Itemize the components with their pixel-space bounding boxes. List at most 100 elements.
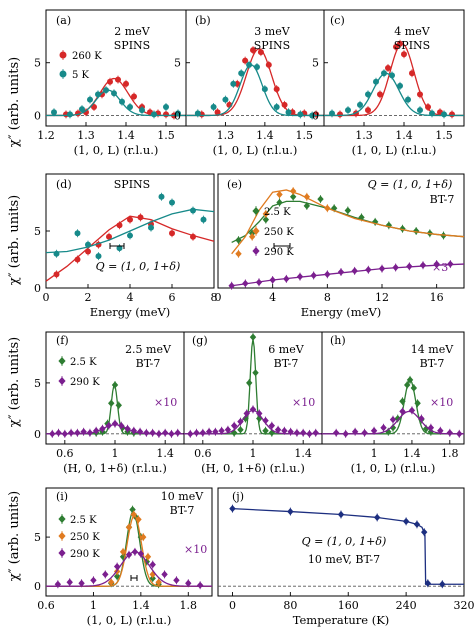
- data-point: [257, 49, 264, 56]
- annotation: 14 meV: [411, 343, 454, 356]
- data-point: [446, 429, 453, 437]
- data-point: [230, 80, 237, 87]
- legend-marker: [252, 247, 260, 255]
- data-point: [249, 405, 257, 413]
- fit-curve: [232, 507, 464, 585]
- data-point: [392, 263, 399, 272]
- data-point: [397, 40, 403, 47]
- data-point: [115, 76, 121, 83]
- data-point: [281, 101, 288, 108]
- x-tick-label: 1.4: [156, 447, 174, 460]
- fit-curve: [45, 77, 187, 117]
- data-point: [212, 428, 219, 436]
- data-point: [424, 579, 432, 587]
- annotation: SPINS: [254, 39, 290, 52]
- data-point: [333, 429, 340, 437]
- data-point: [210, 104, 217, 111]
- annotation: SPINS: [114, 178, 150, 191]
- data-point: [285, 109, 292, 116]
- x-axis-label: (1, 0, L) (r.l.u.): [351, 461, 436, 475]
- data-point: [196, 581, 204, 589]
- plot-frame: [323, 9, 465, 127]
- x-tick-label: 1.8: [441, 447, 459, 460]
- data-point: [136, 428, 144, 436]
- data-point: [95, 91, 101, 98]
- data-point: [309, 112, 316, 119]
- panel-f: 0.6 1 1.4 0 5 (H, 0, 1+δ) (r.l.u.): [34, 331, 185, 475]
- data-point: [265, 61, 272, 68]
- legend-marker: [58, 357, 66, 365]
- data-point: [194, 110, 201, 117]
- data-point: [317, 195, 324, 203]
- data-point: [405, 96, 411, 103]
- legend-marker: [252, 227, 260, 235]
- legend-marker: [58, 549, 66, 557]
- data-point: [261, 86, 268, 93]
- x-axis-label: (1, 0, L) (r.l.u.): [213, 143, 298, 157]
- data-point: [214, 109, 221, 116]
- data-point: [418, 414, 425, 423]
- data-point: [389, 72, 395, 79]
- panel-c: 1.3 1.4 1.5 0 5 (1, 0, L) (r.l.u.): [312, 9, 465, 157]
- x-tick-label: 16: [430, 291, 444, 304]
- x-tick-label: 8: [211, 291, 218, 304]
- data-point: [329, 110, 335, 117]
- data-point: [151, 111, 157, 118]
- x-tick-label: 1.4: [403, 447, 421, 460]
- x-tick-label: 1.5: [435, 129, 453, 142]
- y-tick-label: 5: [34, 377, 41, 390]
- data-point: [116, 222, 123, 229]
- x-tick-label: 1.4: [117, 129, 135, 142]
- data-point: [427, 428, 435, 436]
- data-point: [163, 111, 169, 118]
- data-point: [185, 579, 192, 587]
- data-point: [337, 111, 343, 118]
- x-tick-label: 1.5: [157, 129, 175, 142]
- fit-curve: [184, 409, 322, 435]
- data-point: [306, 430, 313, 438]
- data-point: [312, 429, 319, 437]
- data-point: [169, 199, 175, 206]
- legend-label: 250 K: [264, 227, 294, 238]
- data-point: [224, 426, 232, 434]
- panel-g: 0.6 1 1.4(H, 0, 1+δ) (r.l.u.): [183, 331, 323, 475]
- scale-note: ×10: [292, 396, 315, 409]
- data-point: [441, 111, 447, 118]
- plot-frame: [217, 173, 465, 289]
- data-point: [393, 43, 399, 50]
- x-tick-label: 1.4: [132, 599, 150, 612]
- data-point: [173, 576, 180, 584]
- y-tick-label: 0: [312, 109, 319, 122]
- data-point: [54, 580, 62, 588]
- data-point: [137, 550, 145, 558]
- scale-note: ×10: [154, 396, 177, 409]
- data-point: [67, 111, 73, 118]
- data-point: [256, 409, 263, 418]
- data-point: [190, 233, 196, 240]
- x-axis-label: Energy (meV): [301, 305, 382, 319]
- panel-label: (e): [227, 178, 242, 191]
- data-point: [74, 230, 81, 237]
- data-point: [373, 78, 379, 85]
- data-point: [408, 406, 416, 414]
- data-point: [140, 533, 147, 541]
- panel-label: (g): [192, 334, 208, 347]
- plot-frame: [45, 487, 213, 597]
- y-tick-label: 5: [34, 57, 41, 70]
- data-point: [255, 278, 263, 286]
- data-point: [414, 399, 421, 407]
- panel-label: (f): [56, 334, 69, 347]
- data-point: [130, 427, 138, 435]
- data-point: [131, 93, 137, 100]
- annotation: 3 meV: [254, 25, 290, 38]
- legend-marker: [58, 532, 66, 540]
- data-point: [111, 420, 119, 428]
- data-point: [365, 107, 371, 114]
- data-point: [381, 70, 387, 77]
- data-point: [287, 428, 294, 436]
- data-point: [92, 427, 100, 435]
- data-point: [161, 429, 169, 437]
- fit-curve: [231, 263, 465, 287]
- data-point: [86, 429, 94, 437]
- data-point: [106, 233, 112, 240]
